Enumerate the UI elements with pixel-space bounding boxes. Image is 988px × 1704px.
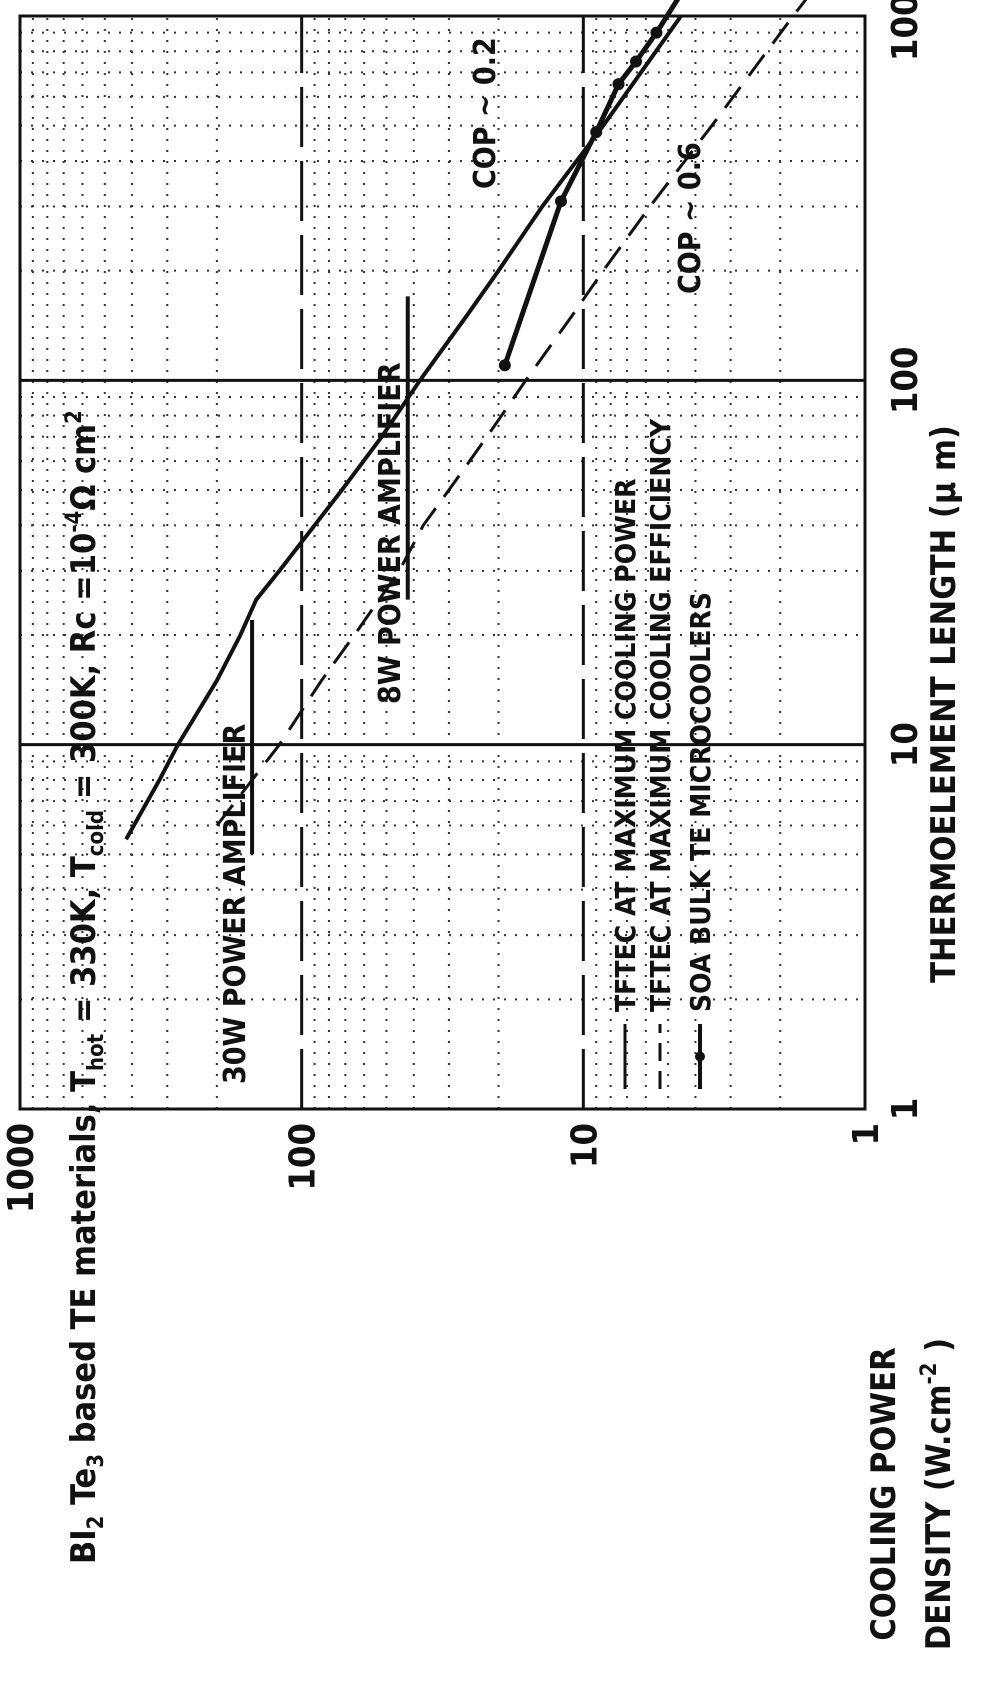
series-marker — [630, 55, 643, 68]
major-gridlines — [20, 16, 865, 1109]
legend: TFTEC AT MAXIMUM COOLING POWER TFTEC AT M… — [609, 418, 717, 1089]
series-marker — [650, 26, 663, 39]
y-tick-label: 10 — [564, 1123, 605, 1168]
series-marker — [498, 359, 511, 372]
legend-entry: TFTEC AT MAXIMUM COOLING EFFICIENCY — [644, 418, 677, 1012]
legend-swatch-marker — [695, 1051, 705, 1062]
y-tick-label: 1 — [846, 1123, 887, 1146]
reference-label-30w: 30W POWER AMPLIFIER — [218, 723, 253, 1084]
series-line-2 — [215, 0, 817, 827]
series-marker — [555, 195, 568, 208]
x-tick-label: 10 — [885, 722, 926, 767]
y-tick-label: 1000 — [1, 1123, 42, 1213]
legend-entry: SOA BULK TE MICROCOOLERS — [684, 592, 717, 1012]
series-curves — [124, 0, 817, 841]
series-marker — [612, 78, 625, 91]
chart-title: BI2 Te3 based TE materials, Thot = 330K,… — [62, 410, 109, 1564]
reference-label-8w: 8W POWER AMPLIFIER — [373, 362, 408, 704]
plot-frame — [18, 14, 867, 1111]
annotation-cop-0-6: COP ~ 0.6 — [673, 142, 708, 294]
annotations: COP ~ 0.2 COP ~ 0.6 — [468, 37, 708, 294]
legend-entry: TFTEC AT MAXIMUM COOLING POWER — [609, 478, 642, 1012]
reference-lines: 30W POWER AMPLIFIER 8W POWER AMPLIFIER — [218, 296, 410, 1084]
grid — [20, 16, 865, 1109]
x-tick-label: 100 — [885, 347, 926, 415]
y-axis-label-line1: COOLING POWER — [864, 1347, 904, 1640]
tick-labels: 1 10 100 1000 1 10 100 1000 — [1, 0, 926, 1213]
series-line-1 — [124, 14, 683, 841]
y-axis-label-line2: DENSITY (W.cm-2 ) — [917, 1338, 959, 1650]
x-axis-label: THERMOELEMENT LENGTH (μ m) — [924, 425, 964, 983]
series-marker — [590, 126, 603, 139]
y-tick-label: 100 — [283, 1123, 324, 1191]
x-tick-label: 1 — [885, 1098, 926, 1121]
annotation-cop-0-2: COP ~ 0.2 — [468, 37, 503, 189]
x-tick-label: 1000 — [885, 0, 926, 61]
